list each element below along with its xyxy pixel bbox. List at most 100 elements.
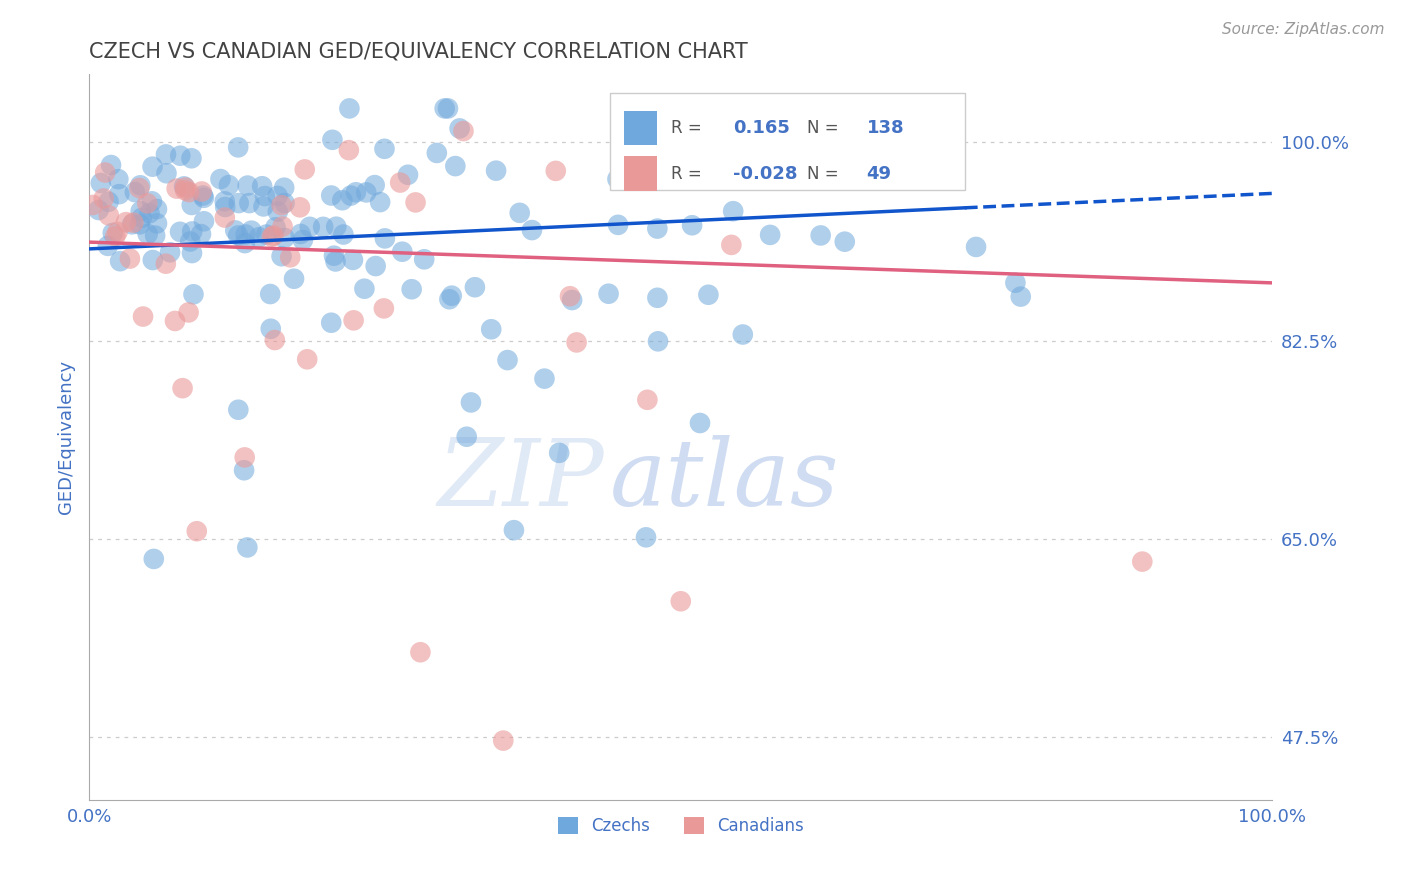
Point [773,125,796,139]
Point [233,450,256,465]
Point [236,178,259,193]
Point [253,189,276,203]
Point [533,371,555,385]
Point [273,180,295,194]
Point [731,327,754,342]
Point [143,228,166,243]
Point [180,151,202,165]
Point [190,185,212,199]
Point [294,162,316,177]
FancyBboxPatch shape [624,156,657,191]
Point [558,289,581,303]
Point [260,322,283,336]
Point [191,188,214,202]
Point [174,183,197,197]
Point [759,227,782,242]
Text: 0.165: 0.165 [733,120,790,137]
Point [136,227,159,241]
Point [179,185,201,199]
Point [169,225,191,239]
Point [267,204,290,219]
Point [520,223,543,237]
Point [460,395,482,409]
Point [339,102,361,116]
Point [177,305,200,319]
Point [364,259,387,273]
Point [226,140,249,154]
Point [254,227,277,242]
Point [681,219,703,233]
Point [433,102,456,116]
Point [224,223,246,237]
Point [413,252,436,267]
Text: Source: ZipAtlas.com: Source: ZipAtlas.com [1222,22,1385,37]
Point [444,159,467,173]
Point [240,224,263,238]
Point [312,219,335,234]
Point [697,287,720,301]
Point [340,188,363,202]
Point [374,231,396,245]
Point [321,133,343,147]
Point [193,191,215,205]
Point [373,301,395,316]
Text: R =: R = [671,120,702,137]
Point [115,215,138,229]
Point [233,236,256,251]
Point [295,352,318,367]
Point [214,194,236,209]
Point [190,227,212,241]
Point [107,172,129,186]
Point [155,257,177,271]
Text: -0.028: -0.028 [733,165,797,183]
Point [401,282,423,296]
Point [689,416,711,430]
Point [634,530,657,544]
FancyBboxPatch shape [610,93,965,191]
Point [479,322,502,336]
Point [163,314,186,328]
Point [453,124,475,138]
Text: ZIP: ZIP [437,435,603,525]
Point [236,541,259,555]
Point [323,249,346,263]
Point [636,392,658,407]
Point [97,239,120,253]
Point [325,219,347,234]
Point [647,291,669,305]
Text: CZECH VS CANADIAN GED/EQUIVALENCY CORRELATION CHART: CZECH VS CANADIAN GED/EQUIVALENCY CORREL… [89,42,748,62]
Text: N =: N = [807,120,839,137]
Point [834,105,856,120]
Point [264,220,287,235]
Point [155,166,177,180]
Point [647,334,669,349]
Point [108,254,131,268]
Point [129,178,152,193]
Point [233,463,256,477]
Point [97,194,120,209]
Point [228,196,250,211]
Point [214,211,236,225]
FancyBboxPatch shape [624,111,657,145]
Point [142,160,165,174]
Point [247,230,270,244]
Point [544,164,567,178]
Point [270,198,292,212]
Point [321,316,343,330]
Point [344,186,367,200]
Point [180,198,202,212]
Point [288,200,311,214]
Point [598,286,620,301]
Point [124,185,146,199]
Point [405,195,427,210]
Point [291,233,314,247]
Y-axis label: GED/Equivalency: GED/Equivalency [58,359,75,514]
Point [290,227,312,241]
Point [298,219,321,234]
Point [252,199,274,213]
Text: 138: 138 [866,120,904,137]
Point [90,176,112,190]
Point [101,226,124,240]
Point [235,227,257,242]
Text: 49: 49 [866,165,891,183]
